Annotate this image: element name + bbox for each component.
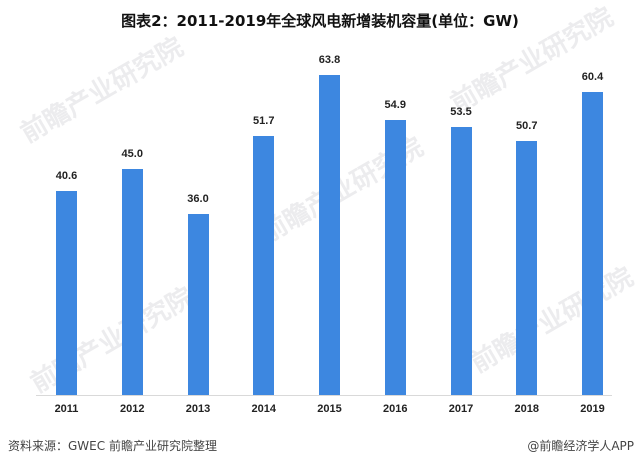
value-label-2019: 60.4 xyxy=(581,71,604,84)
value-label-2013: 36.0 xyxy=(187,193,209,206)
value-label-2012: 45.0 xyxy=(121,148,143,161)
x-tick-2015: 2015 xyxy=(317,403,342,415)
x-tick-2019: 2019 xyxy=(580,403,605,415)
x-tick-2012: 2012 xyxy=(120,403,145,415)
bar-2013 xyxy=(187,214,209,395)
x-tick-2016: 2016 xyxy=(383,403,408,415)
watermark: 前瞻产业研究院 xyxy=(465,262,639,380)
x-tick-2013: 2013 xyxy=(185,403,211,415)
watermark: 前瞻产业研究院 xyxy=(15,32,189,150)
bar-2018 xyxy=(516,140,538,395)
bar-2012 xyxy=(121,169,143,395)
x-tick-2014: 2014 xyxy=(251,403,276,415)
source-note: 资料来源：GWEC 前瞻产业研究院整理 xyxy=(8,439,217,453)
value-label-2015: 63.8 xyxy=(318,54,341,66)
watermark: 前瞻产业研究院 xyxy=(25,282,199,400)
value-label-2018: 50.7 xyxy=(516,119,538,132)
x-tick-2018: 2018 xyxy=(514,403,539,415)
value-label-2017: 53.5 xyxy=(450,105,472,118)
credit-note: @前瞻经济学人APP xyxy=(527,439,634,453)
bar-2019 xyxy=(582,92,603,395)
bar-2015 xyxy=(319,75,340,395)
x-tick-2011: 2011 xyxy=(54,403,79,415)
x-tick-2017: 2017 xyxy=(448,403,474,415)
value-label-2016: 54.9 xyxy=(384,98,406,111)
bar-2011 xyxy=(56,191,77,395)
bar-2017 xyxy=(450,126,472,395)
bar-2016 xyxy=(384,119,406,395)
value-label-2011: 40.6 xyxy=(55,170,78,183)
value-label-2014: 51.7 xyxy=(253,114,275,127)
bar-2014 xyxy=(253,135,275,395)
chart-title: 图表2：2011-2019年全球风电新增装机容量(单位：GW) xyxy=(121,12,519,30)
x-axis-line xyxy=(36,395,612,396)
